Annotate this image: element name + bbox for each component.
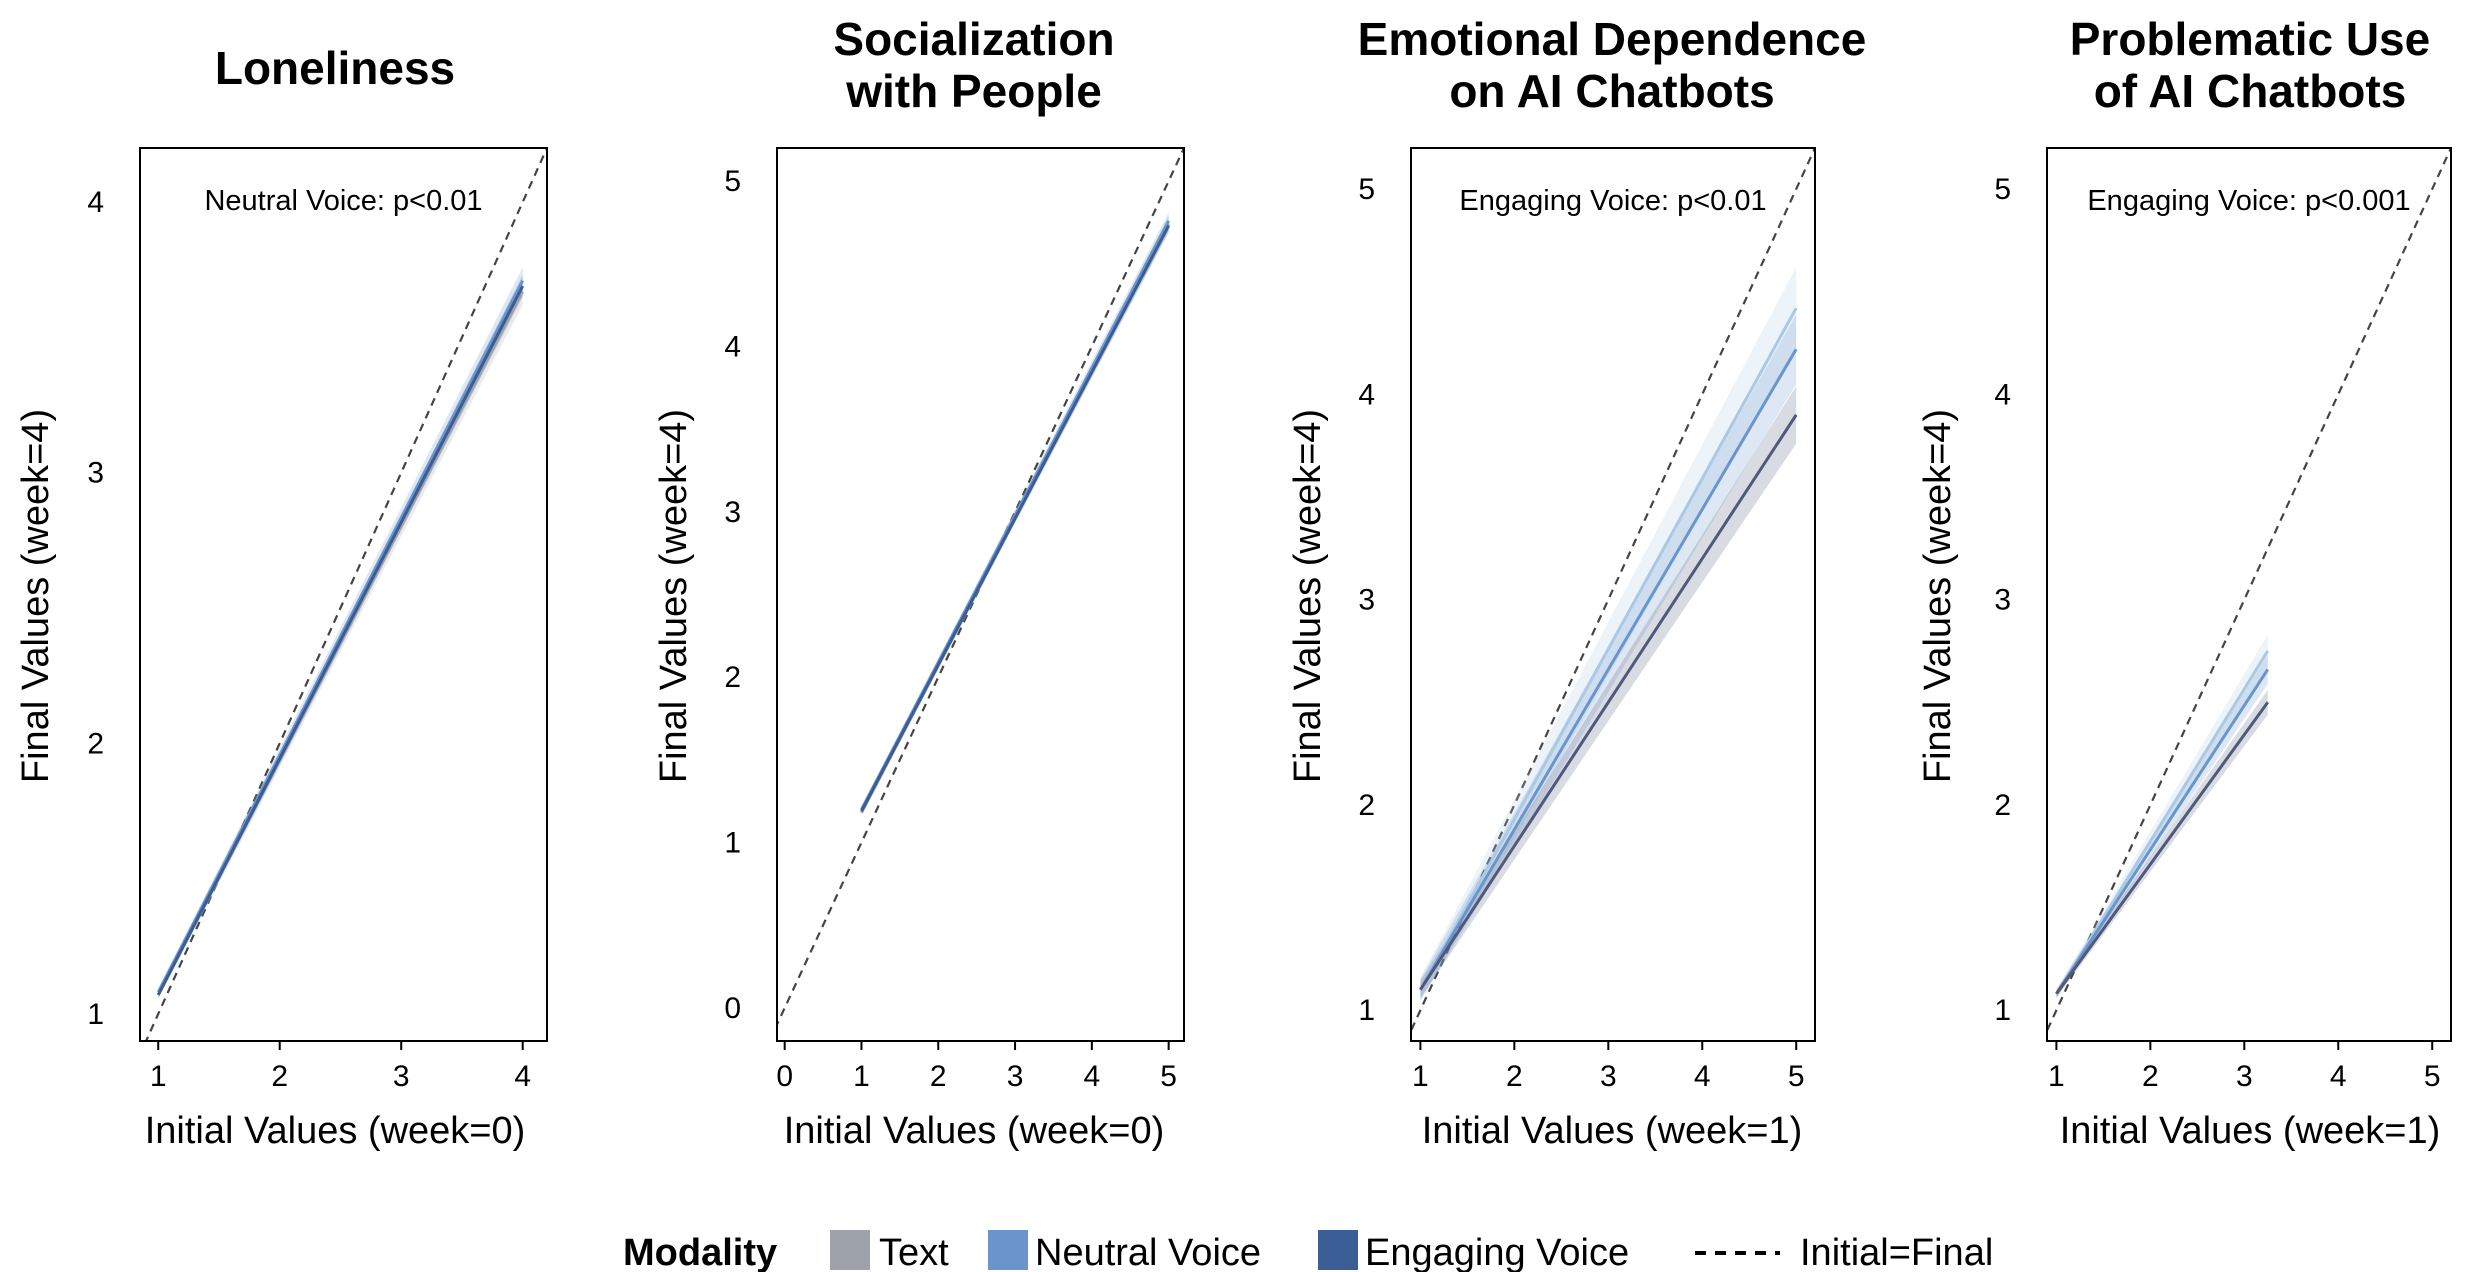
series-line — [2055, 701, 2270, 995]
y-tick-label: 5 — [1358, 173, 1375, 206]
x-axis-title: Initial Values (week=1) — [2060, 1110, 2441, 1152]
panel-title-line-2: with People — [845, 65, 1102, 117]
legend-swatch-neutral-voice — [988, 1230, 1028, 1270]
x-tick-label: 3 — [1007, 1060, 1024, 1093]
y-tick-label: 2 — [1358, 789, 1375, 822]
y-tick-label: 2 — [724, 661, 741, 694]
y-tick-label: 0 — [724, 992, 741, 1025]
significance-annotation: Engaging Voice: p<0.001 — [2087, 185, 2410, 217]
y-tick-label: 1 — [724, 827, 741, 860]
panel-title: Loneliness — [215, 42, 455, 94]
panel-title-line-1: Socialization — [833, 13, 1114, 65]
y-tick-label: 1 — [1994, 994, 2011, 1027]
plot-area — [144, 148, 547, 1041]
y-tick-label: 1 — [87, 998, 104, 1031]
x-tick-label: 1 — [2048, 1060, 2065, 1093]
legend-swatch-engaging-voice — [1318, 1230, 1358, 1270]
plot-frame — [139, 147, 548, 1042]
x-tick-label: 3 — [1600, 1060, 1617, 1093]
legend-label-engaging-voice: Engaging Voice — [1365, 1232, 1629, 1272]
x-tick-label: 4 — [514, 1060, 531, 1093]
panel-loneliness: Loneliness 1 2 3 4 1 2 3 4 Neutral Voice: p<0.01… — [15, 42, 548, 1152]
x-tick-label: 4 — [1694, 1060, 1711, 1093]
x-tick-label: 3 — [393, 1060, 410, 1093]
y-tick-label: 2 — [1994, 789, 2011, 822]
y-tick-label: 5 — [724, 165, 741, 198]
plot-panel-3: 1 2 3 4 5 1 2 3 4 5 Engaging Voice: p<0.01 — [1358, 147, 1816, 1093]
y-tick-label: 3 — [1358, 584, 1375, 617]
y-tick-label: 3 — [1994, 584, 2011, 617]
plot-panel-4: 1 2 3 4 5 1 2 3 4 5 Engaging Voice: p<0.001 — [1994, 147, 2452, 1093]
legend-label-reference: Initial=Final — [1800, 1232, 1993, 1272]
legend-swatch-text — [830, 1230, 870, 1270]
y-axis-title: Final Values (week=4) — [1287, 409, 1329, 783]
x-tick-label: 5 — [1788, 1060, 1805, 1093]
series-line — [1419, 348, 1798, 991]
x-tick-label: 2 — [271, 1060, 288, 1093]
series-line — [1419, 307, 1798, 991]
confidence-band — [1420, 386, 1797, 999]
y-tick-label: 4 — [1994, 378, 2011, 411]
y-axis-title: Final Values (week=4) — [1917, 409, 1959, 783]
y-tick-label: 5 — [1994, 173, 2011, 206]
x-tick-label: 5 — [1160, 1060, 1177, 1093]
y-axis-title: Final Values (week=4) — [653, 409, 695, 783]
x-tick-label: 4 — [1084, 1060, 1101, 1093]
series-line — [2055, 650, 2270, 995]
x-tick-label: 4 — [2330, 1060, 2347, 1093]
series-line — [2055, 668, 2270, 995]
series-line — [1419, 414, 1798, 991]
legend-title: Modality — [623, 1232, 777, 1272]
panel-socialization: Socialization with People 0 1 2 3 4 5 0 1 2 3 4 5 I… — [653, 13, 1185, 1152]
plot-panel-1: 1 2 3 4 1 2 3 4 Neutral Voice: p<0.01 — [87, 147, 548, 1093]
x-tick-label: 5 — [2424, 1060, 2441, 1093]
legend: Modality Text Neutral Voice Engaging Voi… — [623, 1230, 1993, 1272]
x-tick-label: 2 — [1506, 1060, 1523, 1093]
x-tick-label: 1 — [1412, 1060, 1429, 1093]
series-line — [156, 285, 525, 996]
x-tick-label: 1 — [150, 1060, 167, 1093]
x-axis-title: Initial Values (week=1) — [1422, 1110, 1803, 1152]
panel-problematic-use: Problematic Use of AI Chatbots 1 2 3 4 5 1 2 3 4… — [1917, 13, 2452, 1152]
plot-frame — [776, 147, 1185, 1042]
panel-title-line-1: Emotional Dependence — [1358, 13, 1867, 65]
y-tick-label: 4 — [724, 330, 741, 363]
y-tick-label: 3 — [87, 457, 104, 490]
y-tick-label: 2 — [87, 727, 104, 760]
panel-title-line-1: Problematic Use — [2070, 13, 2430, 65]
panel-emotional-dependence: Emotional Dependence on AI Chatbots 1 2 3 4… — [1287, 13, 1867, 1152]
plot-area — [777, 148, 1184, 1028]
y-tick-label: 4 — [1358, 378, 1375, 411]
legend-label-neutral-voice: Neutral Voice — [1035, 1232, 1261, 1272]
y-tick-label: 1 — [1358, 994, 1375, 1027]
x-tick-label: 3 — [2236, 1060, 2253, 1093]
y-tick-label: 4 — [87, 186, 104, 219]
x-tick-label: 1 — [853, 1060, 870, 1093]
panel-title-line-2: on AI Chatbots — [1449, 65, 1774, 117]
plot-frame — [2046, 147, 2452, 1042]
x-axis-title: Initial Values (week=0) — [784, 1110, 1165, 1152]
plot-panel-2: 0 1 2 3 4 5 0 1 2 3 4 5 — [724, 147, 1185, 1093]
x-tick-label: 2 — [930, 1060, 947, 1093]
y-tick-label: 3 — [724, 496, 741, 529]
significance-annotation: Engaging Voice: p<0.01 — [1459, 185, 1766, 217]
x-tick-label: 2 — [2142, 1060, 2159, 1093]
x-tick-label: 0 — [776, 1060, 793, 1093]
plot-frame — [1410, 147, 1816, 1042]
significance-annotation: Neutral Voice: p<0.01 — [204, 185, 482, 217]
series-line — [860, 225, 1170, 812]
panel-title-line-2: of AI Chatbots — [2094, 65, 2407, 117]
y-axis-title: Final Values (week=4) — [15, 409, 57, 783]
legend-label-text: Text — [879, 1232, 949, 1272]
x-axis-title: Initial Values (week=0) — [145, 1110, 526, 1152]
